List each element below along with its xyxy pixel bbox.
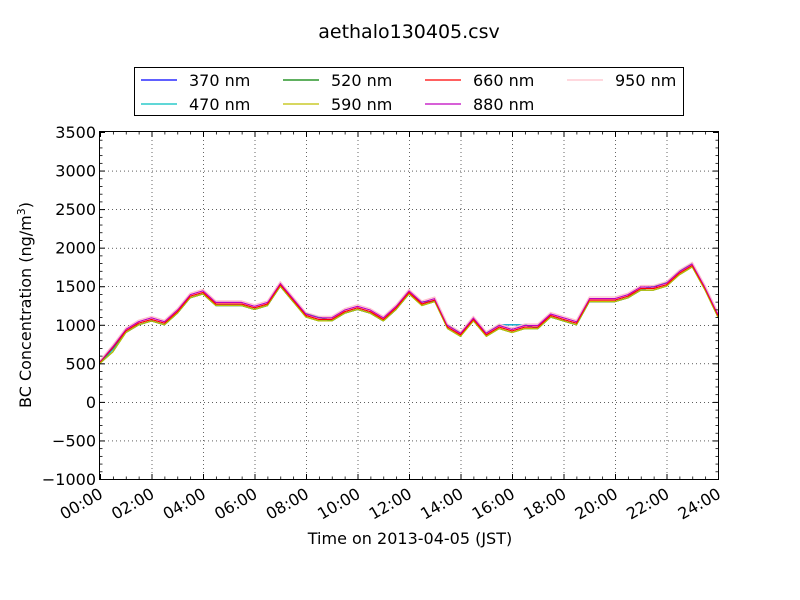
legend-label: 590 nm <box>331 95 392 114</box>
legend: 370 nm 470 nm 520 nm 590 nm 660 nm 880 nm 950 … <box>134 67 684 116</box>
legend-label: 950 nm <box>615 71 676 90</box>
legend-entries: 370 nm 470 nm 520 nm 590 nm 660 nm 880 nm 950 … <box>141 71 676 114</box>
y-tick-labels: −1000 −500 0 500 1000 1500 2000 2500 3000 3500 <box>42 123 96 489</box>
y-axis-label: BC Concentration (ng/m3) <box>15 202 35 408</box>
y-axis-label-end: ) <box>16 202 35 208</box>
x-axis-label: Time on 2013-04-05 (JST) <box>307 529 512 548</box>
legend-label: 880 nm <box>473 95 534 114</box>
y-axis-label-superscript: 3 <box>15 208 28 215</box>
legend-label: 370 nm <box>189 71 250 90</box>
y-tick-label: 1000 <box>55 316 96 335</box>
y-tick-label: 3000 <box>55 162 96 181</box>
y-tick-label: −500 <box>52 431 96 450</box>
y-tick-label: −1000 <box>42 470 96 489</box>
legend-label: 520 nm <box>331 71 392 90</box>
y-tick-label: 1500 <box>55 277 96 296</box>
y-axis-label-main: BC Concentration (ng/m <box>16 215 35 408</box>
series-line-880-nm <box>99 263 719 362</box>
y-tick-label: 500 <box>65 354 96 373</box>
legend-label: 660 nm <box>473 71 534 90</box>
plot-frame <box>99 131 719 480</box>
series-line-590-nm <box>99 266 719 364</box>
legend-label: 470 nm <box>189 95 250 114</box>
legend-box <box>134 67 684 116</box>
series-line-660-nm <box>99 264 719 363</box>
y-tick-label: 0 <box>86 393 96 412</box>
y-tick-label: 2000 <box>55 239 96 258</box>
grid <box>100 132 718 479</box>
series-line-950-nm <box>99 261 719 361</box>
series-layer <box>99 261 719 364</box>
y-tick-label: 2500 <box>55 200 96 219</box>
ticks <box>100 132 719 480</box>
y-tick-label: 3500 <box>55 123 96 142</box>
chart-title: aethalo130405.csv <box>318 21 500 43</box>
